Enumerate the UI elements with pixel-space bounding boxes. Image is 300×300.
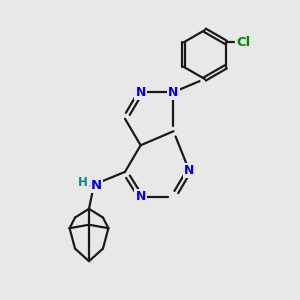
Text: N: N [184,164,194,177]
Text: Cl: Cl [236,36,250,49]
Text: N: N [135,190,146,203]
Text: N: N [135,85,146,99]
Text: N: N [91,179,102,193]
Text: N: N [168,85,179,99]
Text: H: H [78,176,88,189]
